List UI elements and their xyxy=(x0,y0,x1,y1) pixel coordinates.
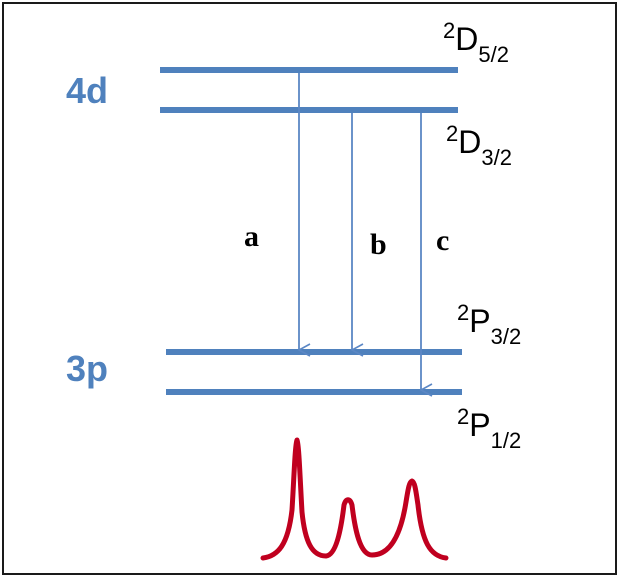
term-2d32-j: 3/2 xyxy=(481,145,512,170)
term-2p12-mult: 2 xyxy=(457,404,469,429)
term-2p32-letter: P xyxy=(469,303,490,339)
term-2p32-mult: 2 xyxy=(457,300,469,325)
term-2p12-letter: P xyxy=(469,407,490,443)
term-2d32-mult: 2 xyxy=(446,121,458,146)
transition-label-a: a xyxy=(244,220,259,253)
shell-label-3p: 3p xyxy=(66,348,108,389)
term-2d52-j: 5/2 xyxy=(478,42,509,67)
term-2d52: 2D5/2 xyxy=(443,18,509,67)
term-2d32: 2D3/2 xyxy=(446,121,512,170)
term-2p12: 2P1/2 xyxy=(457,404,521,453)
transition-label-b: b xyxy=(370,228,387,261)
shell-label-4d: 4d xyxy=(66,70,108,111)
transition-label-c: c xyxy=(436,224,449,257)
term-2p32: 2P3/2 xyxy=(457,300,521,349)
emission-spectrum-curve xyxy=(260,437,449,561)
term-2p32-j: 3/2 xyxy=(491,324,522,349)
term-2p12-j: 1/2 xyxy=(491,428,522,453)
term-2d52-letter: D xyxy=(455,21,478,57)
term-2d52-mult: 2 xyxy=(443,18,455,43)
term-2d32-letter: D xyxy=(458,124,481,160)
